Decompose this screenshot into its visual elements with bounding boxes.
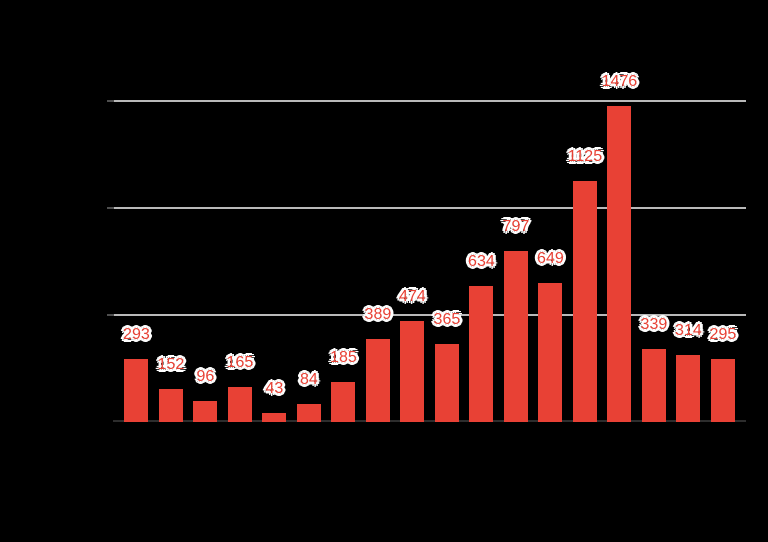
bar-17	[710, 359, 735, 422]
bar-value-label-3: 165	[226, 354, 254, 371]
bar-7	[365, 339, 390, 422]
bar-value-label-13: 1125	[567, 148, 603, 165]
bar-value-label-4: 43	[265, 380, 284, 397]
bar-5	[296, 404, 321, 422]
bar-value-label-6: 185	[330, 349, 357, 366]
bar-value-label-10: 634	[468, 253, 495, 270]
bar-4	[262, 413, 287, 422]
bar-value-label-5: 84	[299, 371, 318, 388]
bar-11	[503, 251, 528, 422]
bar-12	[538, 283, 563, 422]
y-axis-tick	[107, 100, 114, 102]
bar-10	[469, 286, 494, 422]
bar-value-label-14: 1476	[601, 73, 638, 90]
y-axis-tick	[107, 314, 114, 316]
bar-value-label-12: 649	[537, 250, 564, 267]
bar-15	[641, 349, 666, 422]
bar-6	[331, 382, 356, 422]
bar-2	[193, 401, 218, 422]
bar-13	[572, 181, 597, 422]
y-axis-tick	[107, 207, 114, 209]
bar-1	[158, 389, 183, 422]
bar-value-label-16: 314	[675, 322, 702, 339]
bar-16	[676, 355, 701, 422]
bar-value-label-7: 389	[364, 306, 392, 323]
bar-value-label-15: 339	[640, 316, 668, 333]
bar-value-label-0: 293	[123, 326, 150, 343]
bar-value-label-8: 474	[399, 288, 426, 305]
gridline-500	[113, 314, 746, 316]
bar-value-label-2: 96	[196, 368, 215, 385]
bar-3	[227, 387, 252, 422]
bar-value-label-1: 152	[157, 356, 185, 373]
bar-14	[607, 106, 632, 422]
x-axis-line	[113, 420, 746, 422]
bar-value-label-17: 295	[709, 326, 737, 343]
bar-8	[400, 321, 425, 422]
bar-0	[124, 359, 149, 422]
bar-value-label-11: 797	[502, 218, 530, 235]
bar-9	[434, 344, 459, 422]
bar-value-label-9: 365	[433, 311, 461, 328]
gridline-1000	[113, 207, 746, 209]
gridline-1500	[113, 100, 746, 102]
